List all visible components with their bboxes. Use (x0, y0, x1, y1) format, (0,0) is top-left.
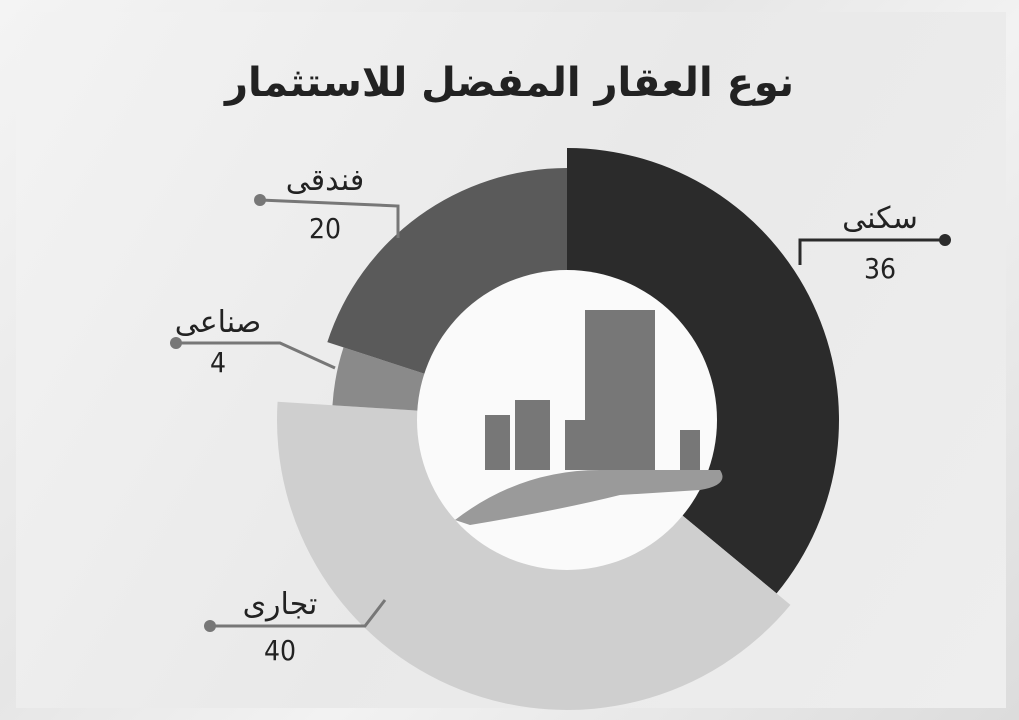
building-icon (485, 415, 510, 470)
donut-slice (327, 168, 567, 381)
slice-value: 20 (309, 212, 341, 245)
hand-icon (455, 470, 723, 525)
slice-value: 4 (210, 346, 226, 379)
leader-line (259, 198, 400, 238)
leader-dot (939, 234, 951, 246)
slice-value: 36 (864, 252, 896, 285)
building-icon (565, 420, 585, 470)
leader-dot (170, 337, 182, 349)
building-icon (585, 310, 655, 470)
building-icon (515, 400, 550, 470)
slice-label: سكنى (842, 201, 918, 236)
slice-value: 40 (264, 634, 296, 667)
leader-line (176, 341, 336, 370)
building-icon (680, 430, 700, 470)
chart-title: نوع العقار المفضل للاستثمار (224, 60, 795, 106)
slice-label: صناعى (175, 305, 262, 340)
leader-dot (254, 194, 266, 206)
donut-slice (332, 347, 446, 412)
leader-line (210, 599, 387, 628)
leader-dot (204, 620, 216, 632)
leader-line (798, 238, 945, 265)
slice-label: تجارى (243, 587, 318, 622)
slice-label: فندقى (286, 163, 365, 198)
